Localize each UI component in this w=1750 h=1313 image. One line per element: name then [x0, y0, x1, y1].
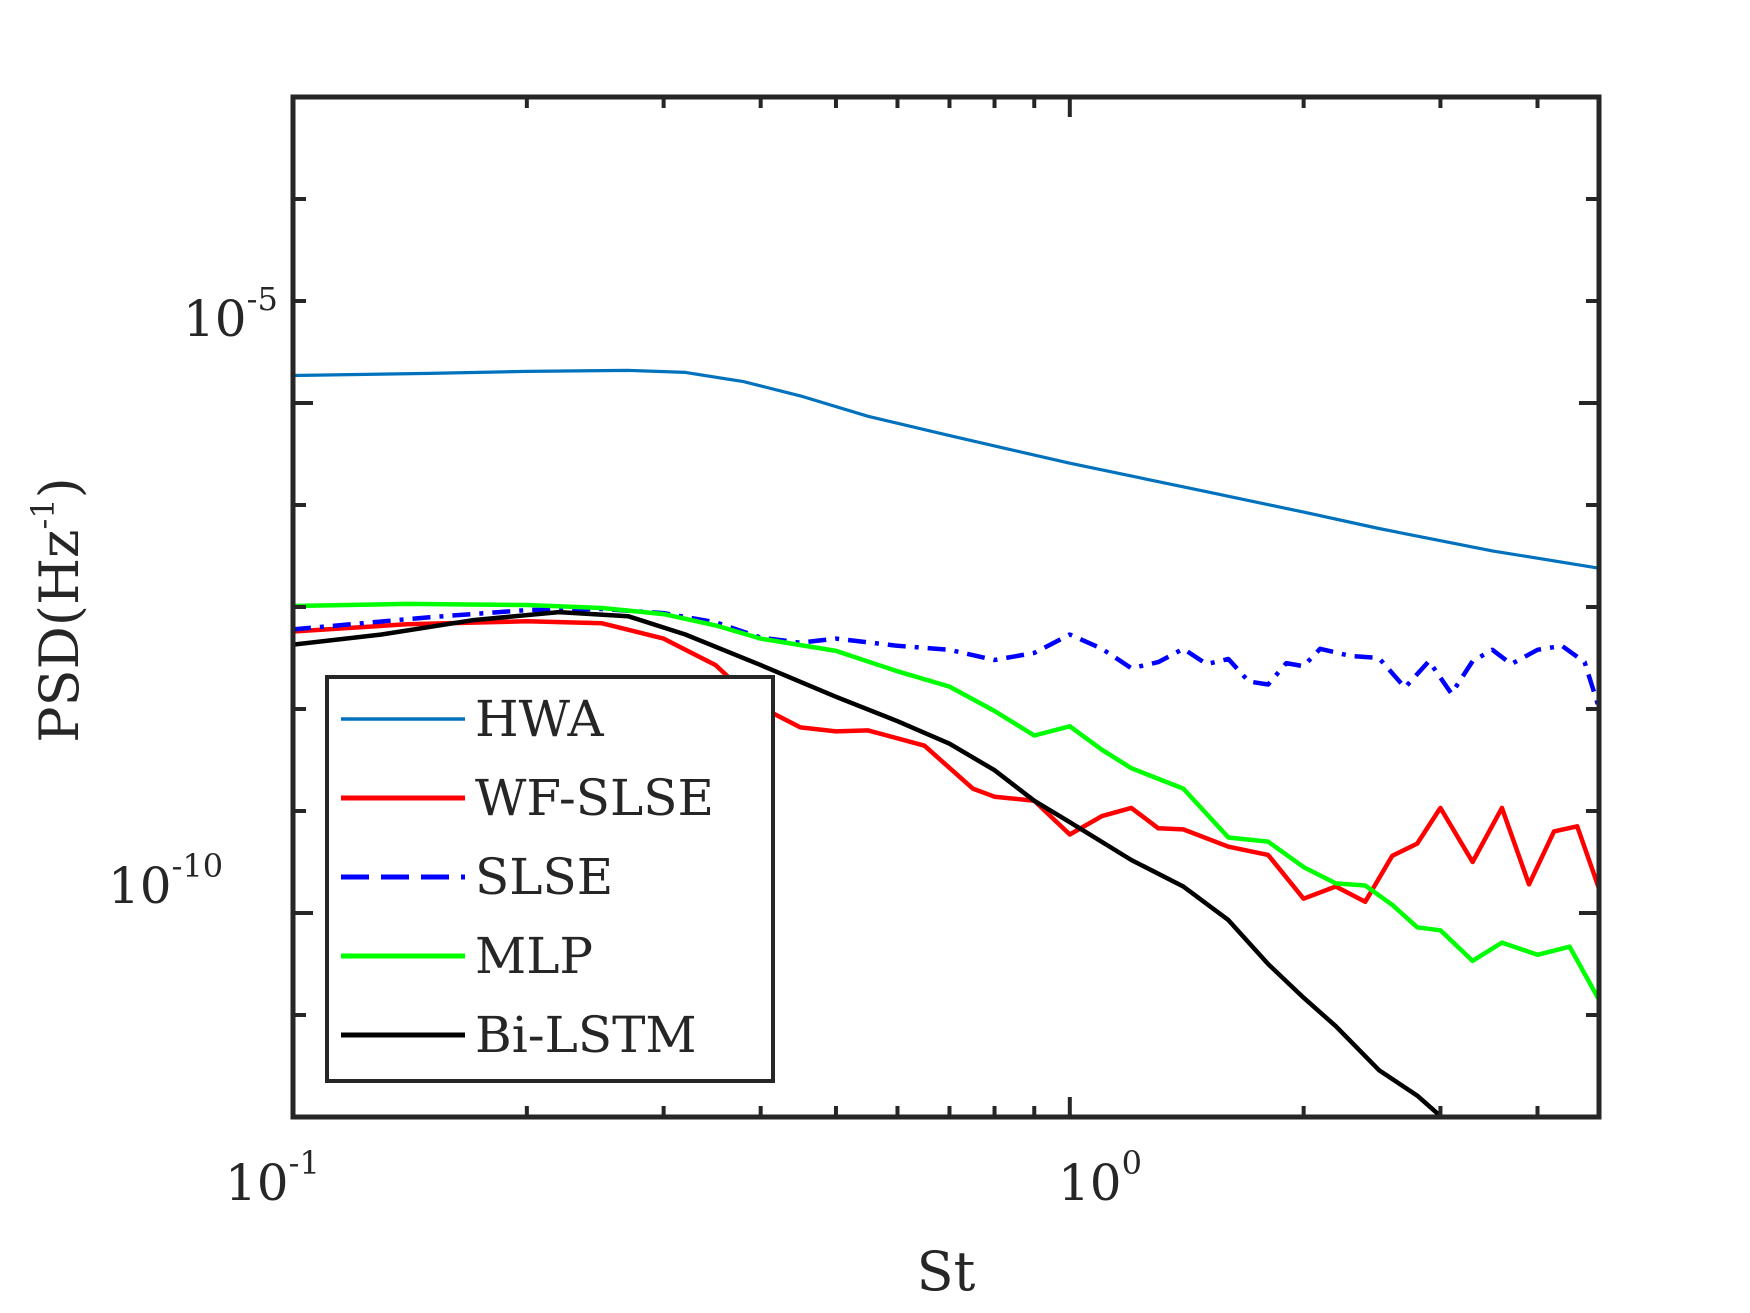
legend-label-bi-lstm: Bi-LSTM	[475, 1006, 697, 1064]
axes-box	[290, 94, 1602, 1120]
legend-label-wf-slse: WF-SLSE	[475, 769, 714, 827]
legend: HWA WF-SLSE SLSE MLP Bi-LSTM	[325, 675, 775, 1083]
x-tick-label-1e-1: 10-1	[225, 1144, 320, 1212]
legend-label-mlp: MLP	[475, 927, 593, 985]
series-line-bi-lstm	[293, 609, 1445, 1117]
series-line-hwa	[293, 368, 1599, 570]
y-axis-label: PSD(Hz-1)	[24, 477, 91, 743]
series-line-mlp	[293, 601, 1599, 1001]
x-tick-label-1e0: 100	[1058, 1144, 1142, 1212]
legend-label-hwa: HWA	[475, 690, 605, 748]
legend-label-slse: SLSE	[475, 848, 613, 906]
x-axis-label: St	[917, 1240, 976, 1303]
y-tick-label-1e-5: 10-5	[183, 280, 278, 348]
y-tick-label-1e-10: 10-10	[108, 847, 223, 915]
